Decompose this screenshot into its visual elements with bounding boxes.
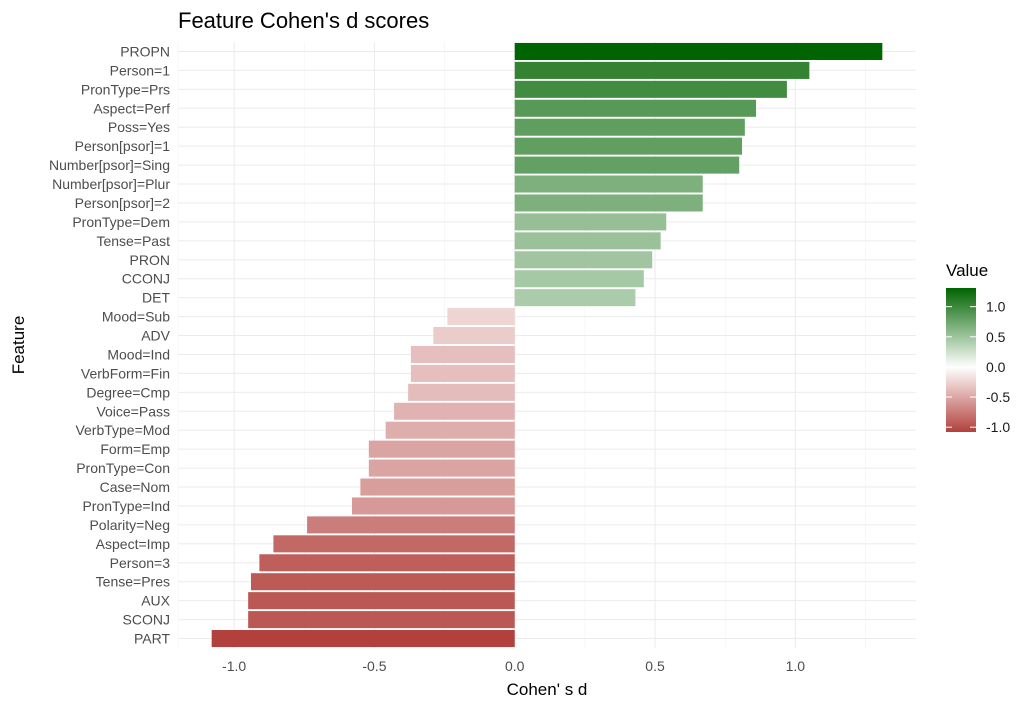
- bar: [514, 194, 703, 212]
- bar: [433, 327, 515, 345]
- bar: [248, 592, 515, 610]
- bar: [410, 364, 515, 382]
- legend-ticks: 1.0 0.5 0.0 -0.5 -1.0: [946, 299, 1010, 435]
- legend-colorbar: [946, 288, 976, 432]
- bar: [368, 459, 515, 477]
- bar: [360, 478, 515, 496]
- bar: [514, 251, 653, 269]
- bar: [211, 630, 515, 648]
- legend-tick-label: 1.0: [986, 299, 1006, 315]
- bar: [351, 497, 515, 515]
- category-label: ADV: [141, 328, 170, 344]
- category-label: Number[psor]=Sing: [49, 157, 170, 173]
- category-label: PronType=Ind: [82, 498, 170, 514]
- bar: [514, 61, 810, 79]
- chart-title: Feature Cohen's d scores: [178, 8, 429, 33]
- category-labels: PROPN Person=1 PronType=Prs Aspect=Perf Poss…: [49, 43, 171, 646]
- category-label: PronType=Prs: [81, 81, 170, 97]
- color-legend: Value 1.0 0.5 0.0 -0.5 -1.0: [946, 261, 1010, 435]
- category-label: AUX: [141, 593, 170, 609]
- category-label: Degree=Cmp: [86, 384, 170, 400]
- bar: [307, 516, 515, 534]
- category-label: VerbType=Mod: [75, 422, 170, 438]
- x-axis-tick-labels: -1.0 -0.5 0.0 0.5 1.0: [222, 658, 805, 674]
- category-label: PROPN: [120, 43, 170, 59]
- category-label: Tense=Past: [96, 233, 170, 249]
- legend-title: Value: [946, 261, 988, 280]
- y-axis-title: Feature: [9, 316, 28, 375]
- bar: [368, 440, 515, 458]
- category-label: Person[psor]=2: [75, 195, 171, 211]
- category-label: Voice=Pass: [96, 403, 170, 419]
- x-tick-label: 0.0: [505, 658, 525, 674]
- category-label: Aspect=Imp: [96, 536, 171, 552]
- bar: [514, 99, 757, 117]
- category-label: Tense=Pres: [96, 574, 170, 590]
- category-label: PRON: [130, 252, 170, 268]
- bar: [514, 156, 740, 174]
- legend-tick-label: 0.0: [986, 359, 1006, 375]
- x-tick-label: -0.5: [362, 658, 386, 674]
- bar: [250, 573, 515, 591]
- category-label: Mood=Sub: [102, 309, 170, 325]
- bar: [514, 42, 883, 60]
- bar: [514, 270, 644, 288]
- category-label: Person=3: [110, 555, 171, 571]
- category-label: Form=Emp: [100, 441, 170, 457]
- category-label: Case=Nom: [100, 479, 170, 495]
- bar: [514, 232, 661, 250]
- category-label: Person=1: [110, 62, 171, 78]
- bar: [514, 137, 743, 155]
- bar: [514, 118, 745, 136]
- category-label: Number[psor]=Plur: [52, 176, 170, 192]
- x-tick-label: 0.5: [645, 658, 665, 674]
- category-label: VerbForm=Fin: [81, 365, 170, 381]
- bar: [514, 213, 667, 231]
- category-label: Poss=Yes: [108, 119, 170, 135]
- bar: [447, 308, 515, 326]
- bar: [273, 535, 515, 553]
- bar: [394, 402, 515, 420]
- category-label: PronType=Dem: [72, 214, 170, 230]
- bar: [259, 554, 515, 572]
- x-axis-title: Cohen' s d: [507, 680, 588, 699]
- category-label: DET: [142, 290, 170, 306]
- bar: [385, 421, 515, 439]
- category-label: CCONJ: [122, 271, 170, 287]
- bar: [410, 345, 515, 363]
- category-label: Person[psor]=1: [75, 138, 171, 154]
- bar: [514, 175, 703, 193]
- x-tick-label: 1.0: [786, 658, 806, 674]
- x-tick-label: -1.0: [222, 658, 246, 674]
- category-label: Aspect=Perf: [93, 100, 170, 116]
- bars: [211, 42, 883, 648]
- category-label: PronType=Con: [76, 460, 170, 476]
- bar: [248, 611, 515, 629]
- category-label: Polarity=Neg: [89, 517, 170, 533]
- legend-tick-label: -1.0: [986, 419, 1010, 435]
- category-label: PART: [134, 631, 170, 647]
- legend-tick-label: 0.5: [986, 329, 1006, 345]
- category-label: SCONJ: [123, 612, 170, 628]
- legend-tick-label: -0.5: [986, 389, 1010, 405]
- bar: [514, 80, 787, 98]
- bar: [514, 289, 636, 307]
- bar: [408, 383, 515, 401]
- category-label: Mood=Ind: [107, 346, 170, 362]
